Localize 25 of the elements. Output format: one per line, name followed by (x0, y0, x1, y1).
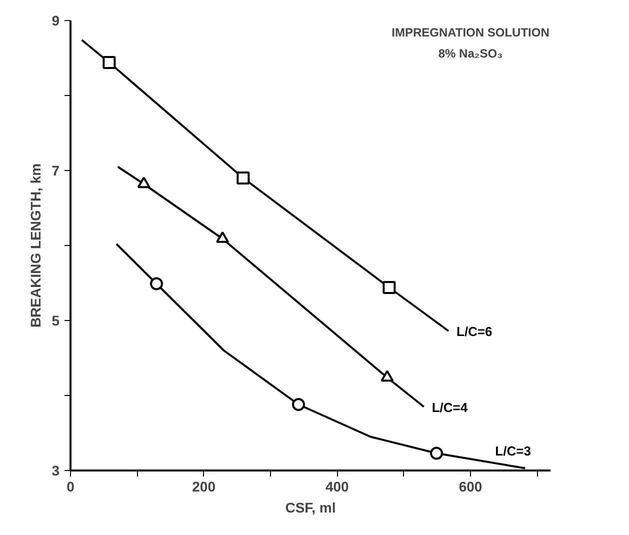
x-tick-label: 600 (458, 478, 482, 494)
x-axis-title: CSF, ml (285, 500, 336, 516)
series-label: L/C=6 (456, 324, 492, 339)
y-axis-title: BREAKING LENGTH, km (28, 163, 44, 328)
annotation: 8% Na₂SO₃ (438, 46, 503, 60)
point (216, 231, 229, 243)
x-tick-label: 200 (192, 478, 216, 494)
point (150, 277, 163, 290)
x-tick-label: 400 (325, 478, 350, 494)
point (382, 281, 396, 294)
point (102, 56, 116, 69)
series-label: L/C=3 (495, 443, 531, 458)
point (236, 172, 250, 184)
y-tick-label: 7 (52, 162, 60, 178)
series-label: L/C=4 (432, 400, 468, 415)
y-tick-label: 3 (52, 462, 60, 478)
y-tick-label: 9 (52, 12, 60, 28)
y-tick-label: 5 (52, 312, 60, 328)
annotation: IMPREGNATION SOLUTION (392, 25, 550, 40)
point (430, 446, 443, 460)
x-tick-label: 0 (66, 478, 75, 494)
point (380, 370, 394, 382)
point (137, 176, 150, 188)
line-series (116, 166, 425, 408)
point (292, 398, 305, 411)
